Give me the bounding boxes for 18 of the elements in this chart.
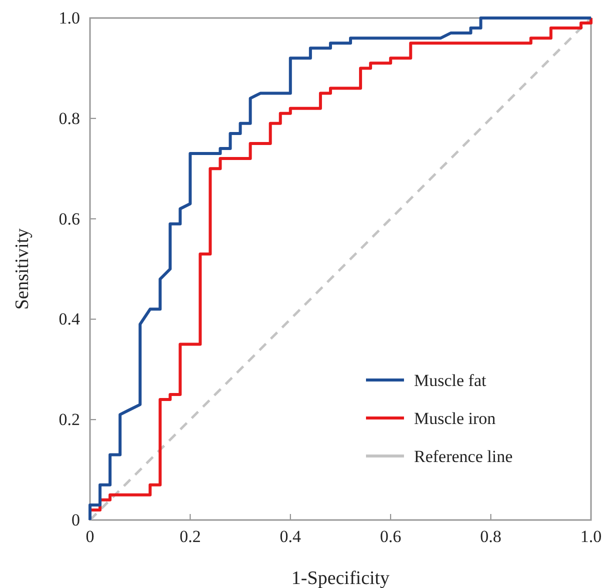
legend-label: Reference line bbox=[414, 447, 513, 466]
legend-label: Muscle fat bbox=[414, 371, 486, 390]
x-tick-label: 0.2 bbox=[180, 527, 201, 546]
x-tick-label: 0 bbox=[86, 527, 94, 546]
y-tick-label: 0 bbox=[72, 510, 80, 530]
y-tick-label: 0.2 bbox=[58, 410, 80, 430]
y-tick-label: 1.0 bbox=[58, 8, 80, 28]
x-tick-label: 0.8 bbox=[480, 527, 502, 546]
y-axis-title: Sensitivity bbox=[12, 228, 33, 310]
legend-label: Muscle iron bbox=[414, 409, 496, 428]
y-tick-label: 0.8 bbox=[58, 108, 80, 128]
x-axis-title: 1-Specificity bbox=[291, 568, 390, 588]
line-series bbox=[88, 16, 592, 522]
y-tick-label: 0.6 bbox=[58, 209, 80, 228]
x-tick-label: 0.6 bbox=[380, 527, 402, 546]
x-tick-label: 1.0 bbox=[580, 527, 602, 546]
x-tick-label: 0.4 bbox=[280, 527, 302, 546]
y-tick-label: 0.4 bbox=[58, 310, 80, 329]
